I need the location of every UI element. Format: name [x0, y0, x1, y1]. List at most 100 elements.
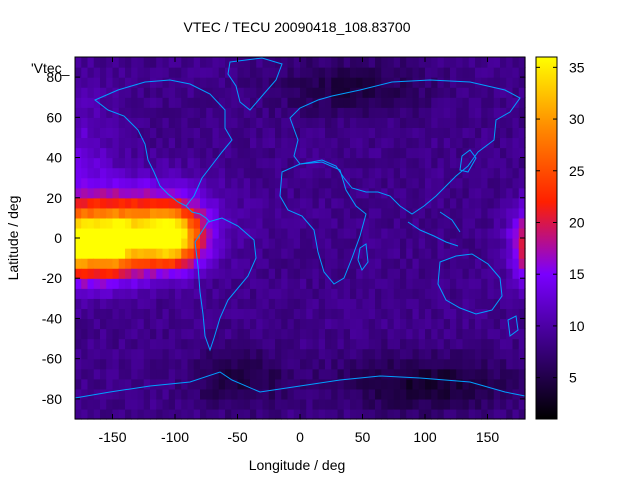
heatmap-cell	[256, 177, 264, 189]
heatmap-cell	[168, 238, 176, 249]
heatmap-cell	[456, 107, 464, 118]
heatmap-cell	[262, 77, 270, 88]
heatmap-cell	[431, 127, 439, 139]
heatmap-cell	[218, 348, 226, 360]
heatmap-cell	[456, 288, 464, 299]
heatmap-cell	[506, 147, 514, 159]
heatmap-cell	[325, 288, 332, 299]
heatmap-cell	[150, 67, 157, 78]
heatmap-cell	[518, 127, 526, 139]
heatmap-cell	[475, 177, 482, 189]
heatmap-cell	[281, 177, 289, 189]
heatmap-cell	[456, 318, 464, 330]
heatmap-cell	[456, 217, 464, 229]
heatmap-cell	[437, 187, 445, 199]
heatmap-cell	[362, 67, 370, 78]
heatmap-cell	[193, 147, 201, 159]
heatmap-cell	[343, 147, 351, 159]
heatmap-cell	[356, 308, 364, 320]
heatmap-cell	[287, 338, 295, 350]
heatmap-cell	[100, 368, 107, 380]
heatmap-cell	[450, 87, 457, 98]
heatmap-cell	[300, 378, 307, 390]
heatmap-cell	[493, 248, 501, 259]
heatmap-cell	[400, 117, 407, 128]
heatmap-cell	[218, 107, 226, 118]
heatmap-cell	[100, 238, 107, 249]
heatmap-cell	[450, 328, 457, 340]
heatmap-cell	[106, 97, 114, 108]
heatmap-cell	[381, 147, 389, 159]
heatmap-cell	[412, 127, 420, 139]
heatmap-cell	[143, 368, 151, 380]
heatmap-cell	[81, 67, 89, 78]
heatmap-cell	[200, 368, 207, 380]
heatmap-cell	[475, 137, 482, 149]
heatmap-cell	[281, 398, 289, 410]
heatmap-cell	[331, 207, 339, 219]
heatmap-cell	[368, 288, 376, 299]
heatmap-cell	[512, 338, 520, 350]
heatmap-cell	[106, 177, 114, 189]
heatmap-cell	[156, 238, 164, 249]
heatmap-cell	[431, 147, 439, 159]
heatmap-cell	[168, 368, 176, 380]
heatmap-cell	[281, 238, 289, 249]
heatmap-cell	[150, 187, 157, 199]
heatmap-cell	[100, 328, 107, 340]
heatmap-cell	[350, 408, 357, 420]
heatmap-cell	[325, 97, 332, 108]
heatmap-cell	[368, 318, 376, 330]
heatmap-cell	[87, 187, 95, 199]
heatmap-cell	[293, 127, 301, 139]
heatmap-cell	[312, 268, 320, 279]
heatmap-cell	[156, 298, 164, 309]
heatmap-cell	[287, 57, 295, 68]
heatmap-cell	[125, 87, 132, 98]
heatmap-cell	[131, 368, 139, 380]
heatmap-cell	[243, 368, 251, 380]
heatmap-cell	[493, 328, 501, 340]
heatmap-cell	[425, 107, 432, 118]
heatmap-cell	[493, 408, 501, 420]
heatmap-cell	[218, 298, 226, 309]
colorbar-tick-label: 35	[569, 59, 585, 75]
heatmap-cell	[481, 318, 489, 330]
heatmap-cell	[100, 137, 107, 149]
heatmap-cell	[312, 408, 320, 420]
heatmap-cell	[350, 358, 357, 370]
heatmap-cell	[287, 308, 295, 320]
heatmap-cell	[431, 157, 439, 169]
heatmap-cell	[168, 217, 176, 229]
heatmap-cell	[406, 248, 414, 259]
heatmap-cell	[162, 308, 170, 320]
heatmap-cell	[81, 408, 89, 420]
heatmap-cell	[287, 77, 295, 88]
heatmap-cell	[93, 328, 101, 340]
heatmap-cell	[250, 107, 257, 118]
heatmap-cell	[412, 117, 420, 128]
heatmap-cell	[425, 388, 432, 400]
heatmap-cell	[512, 328, 520, 340]
heatmap-cell	[237, 368, 245, 380]
heatmap-cell	[443, 298, 451, 309]
heatmap-cell	[406, 67, 414, 78]
heatmap-cell	[268, 358, 276, 370]
heatmap-cell	[412, 338, 420, 350]
heatmap-cell	[412, 258, 420, 269]
heatmap-cell	[468, 217, 476, 229]
heatmap-cell	[375, 167, 382, 179]
heatmap-cell	[337, 378, 345, 390]
heatmap-cell	[387, 167, 395, 179]
heatmap-cell	[81, 288, 89, 299]
heatmap-cell	[493, 197, 501, 209]
heatmap-cell	[381, 348, 389, 360]
heatmap-cell	[506, 77, 514, 88]
heatmap-cell	[387, 147, 395, 159]
heatmap-cell	[456, 137, 464, 149]
heatmap-cell	[131, 308, 139, 320]
heatmap-cell	[506, 137, 514, 149]
heatmap-cell	[443, 308, 451, 320]
heatmap-cell	[112, 258, 120, 269]
heatmap-cell	[437, 127, 445, 139]
